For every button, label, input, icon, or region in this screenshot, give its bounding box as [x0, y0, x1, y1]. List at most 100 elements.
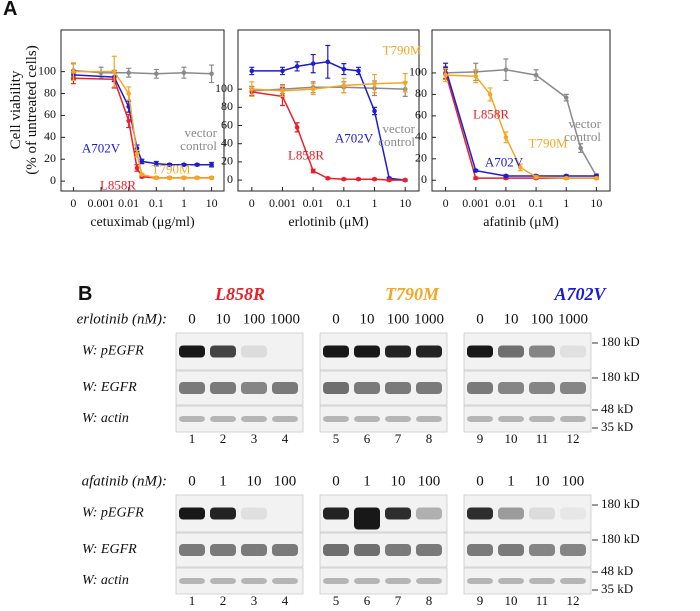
blot-band — [354, 345, 380, 358]
blot-band — [560, 578, 586, 584]
size-marker: 48 kD — [601, 401, 633, 416]
series-label: A702V — [334, 130, 374, 146]
drug-label: afatinib (nM): — [82, 473, 167, 489]
blot-row-label: W: pEGFR — [82, 344, 144, 359]
dose-label: 0 — [188, 311, 196, 327]
data-point — [386, 177, 392, 183]
y-tick-label: 100 — [215, 81, 233, 95]
blot-background — [175, 370, 304, 406]
data-point — [310, 168, 316, 174]
blot-band — [529, 578, 555, 584]
data-point — [154, 175, 159, 181]
drug-label: erlotinib (nM): — [77, 311, 167, 327]
dose-label: 1 — [219, 473, 227, 489]
blot-band — [529, 345, 555, 358]
blot-band — [416, 544, 442, 556]
data-point — [154, 71, 159, 77]
lane-number: 4 — [282, 593, 289, 608]
lane-number: 10 — [505, 593, 518, 608]
y-axis-title: Cell viability (% of untreated cells) — [8, 45, 40, 175]
dose-label: 100 — [243, 311, 266, 327]
lane-number: 8 — [426, 431, 433, 446]
blot-background — [319, 567, 448, 595]
blot-band — [323, 578, 349, 584]
size-marker: 48 kD — [601, 563, 633, 578]
x-tick-label: 10 — [399, 196, 411, 210]
data-point — [563, 175, 569, 181]
blot-band — [179, 544, 205, 556]
blot-band — [323, 345, 349, 358]
lane-number: 11 — [536, 593, 549, 608]
y-tick-label: 0 — [50, 173, 56, 187]
x-tick-label: 1 — [181, 196, 187, 210]
data-point — [372, 81, 377, 86]
series-label: A702V — [81, 140, 121, 156]
plot-frame — [237, 29, 420, 192]
x-axis-title: cetuximab (μg/ml) — [90, 215, 195, 230]
x-tick-label: 10 — [206, 196, 218, 210]
lane-number: 2 — [220, 593, 227, 608]
data-point — [402, 177, 408, 183]
blot-band — [416, 507, 442, 520]
dose-label: 100 — [418, 473, 441, 489]
series-label: T790M — [382, 42, 422, 58]
blot-band — [210, 345, 236, 358]
data-point — [71, 69, 76, 74]
plot-frame — [60, 29, 225, 192]
dose-label: 10 — [247, 473, 262, 489]
dose-label: 10 — [360, 311, 375, 327]
blot-band — [467, 382, 493, 394]
data-point — [325, 175, 331, 181]
y-tick-label: 40 — [44, 129, 56, 143]
lane-number: 7 — [395, 431, 402, 446]
data-point — [126, 70, 131, 76]
lane-number: 6 — [364, 431, 371, 446]
blot-band — [385, 544, 411, 556]
lane-number: 10 — [505, 431, 518, 446]
lane-number: 12 — [567, 593, 580, 608]
dose-label: 100 — [387, 311, 410, 327]
data-point — [111, 69, 117, 74]
x-axis-title: afatinib (μM) — [483, 215, 559, 230]
dose-label: 0 — [188, 473, 196, 489]
series-label: L858R — [287, 147, 325, 163]
blot-band — [529, 382, 555, 394]
lane-number: 5 — [333, 593, 340, 608]
series-label: vector control — [180, 125, 217, 153]
lane-number: 9 — [477, 593, 484, 608]
data-point — [594, 175, 599, 181]
y-tick-label: 20 — [415, 151, 427, 165]
dose-response-line — [445, 74, 597, 179]
y-tick-label: 100 — [38, 63, 56, 77]
dose-response-line — [251, 61, 406, 181]
blot-row-label: W: actin — [82, 411, 129, 426]
lane-number: 3 — [251, 593, 258, 608]
blot-band — [416, 578, 442, 584]
blot-band — [560, 544, 586, 556]
blot-band — [272, 416, 298, 422]
lane-number: 1 — [189, 593, 196, 608]
data-point — [194, 175, 200, 181]
dose-label: 0 — [476, 311, 484, 327]
data-point — [503, 67, 509, 73]
x-tick-label: 10 — [590, 196, 602, 210]
blot-band — [272, 544, 298, 556]
size-marker: 35 kD — [601, 419, 633, 434]
dose-label: 100 — [562, 473, 585, 489]
data-point — [280, 68, 285, 74]
blot-band — [385, 507, 411, 520]
data-point — [341, 83, 347, 88]
blot-band — [354, 507, 380, 530]
x-tick-label: 0.1 — [529, 196, 544, 210]
series-label: T790M — [528, 135, 568, 151]
dose-label: 1 — [363, 473, 371, 489]
data-point — [310, 61, 316, 66]
data-point — [341, 66, 347, 72]
dose-label: 100 — [274, 473, 297, 489]
panel-label: A — [3, 0, 18, 20]
series-label: L858R — [99, 177, 137, 193]
data-point — [294, 64, 300, 69]
x-tick-label: 0.001 — [88, 196, 115, 210]
blot-band — [498, 578, 524, 584]
